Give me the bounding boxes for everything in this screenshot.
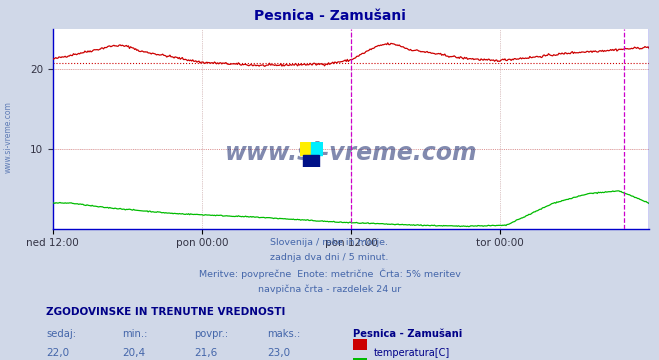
Text: navpična črta - razdelek 24 ur: navpična črta - razdelek 24 ur (258, 284, 401, 293)
Bar (300, 142, 312, 155)
Text: Meritve: povprečne  Enote: metrične  Črta: 5% meritev: Meritve: povprečne Enote: metrične Črta:… (198, 269, 461, 279)
Text: povpr.:: povpr.: (194, 329, 229, 339)
Text: maks.:: maks.: (267, 329, 300, 339)
Text: zadnja dva dni / 5 minut.: zadnja dva dni / 5 minut. (270, 253, 389, 262)
Bar (303, 155, 320, 167)
Text: temperatura[C]: temperatura[C] (374, 348, 450, 358)
Bar (312, 142, 323, 155)
Text: ZGODOVINSKE IN TRENUTNE VREDNOSTI: ZGODOVINSKE IN TRENUTNE VREDNOSTI (46, 307, 285, 317)
Text: Pesnica - Zamušani: Pesnica - Zamušani (353, 329, 462, 339)
Text: 20,4: 20,4 (122, 348, 145, 358)
Text: Pesnica - Zamušani: Pesnica - Zamušani (254, 9, 405, 23)
Text: 23,0: 23,0 (267, 348, 290, 358)
Text: min.:: min.: (122, 329, 148, 339)
Text: 21,6: 21,6 (194, 348, 217, 358)
Text: sedaj:: sedaj: (46, 329, 76, 339)
Text: 22,0: 22,0 (46, 348, 69, 358)
Text: www.si-vreme.com: www.si-vreme.com (225, 141, 477, 165)
Text: Slovenija / reke in morje.: Slovenija / reke in morje. (270, 238, 389, 247)
Text: www.si-vreme.com: www.si-vreme.com (3, 101, 13, 173)
